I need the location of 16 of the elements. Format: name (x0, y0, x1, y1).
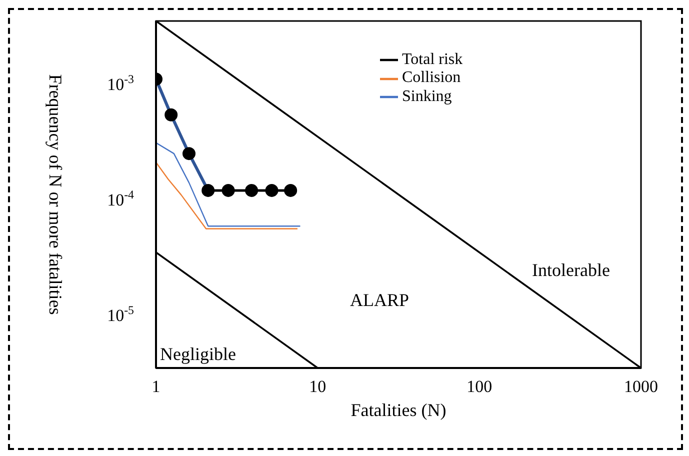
x-tick-label: 100 (466, 377, 492, 396)
x-tick-label: 1000 (624, 377, 658, 396)
y-tick-label: 10$^{-3}$ (107, 72, 134, 94)
legend-label: Sinking (402, 88, 452, 105)
y-tick-label: 10$^{-4}$ (107, 188, 134, 210)
legend-label: Collision (402, 69, 461, 86)
x-tick-label: 1 (152, 377, 160, 396)
annotation: Negligible (160, 344, 236, 365)
dashed-frame: Total risk Collision Sinking 1 10 100 1000 Fatalities (N) 10$^{-3}$ 10$^{-4}$ 10$^{-5}$ Frequency of N or more fatalities Intolerable ALARP Negligible (8, 8, 683, 450)
y-axis-title: Frequency of N or more fatalities (46, 74, 66, 315)
x-axis-title: Fatalities (N) (350, 400, 446, 420)
legend-label: Total risk (402, 51, 463, 68)
x-tick-label: 10 (309, 377, 326, 396)
annotation: ALARP (350, 290, 410, 311)
y-tick-label: 10$^{-5}$ (107, 303, 134, 326)
annotation: Intolerable (532, 260, 610, 281)
